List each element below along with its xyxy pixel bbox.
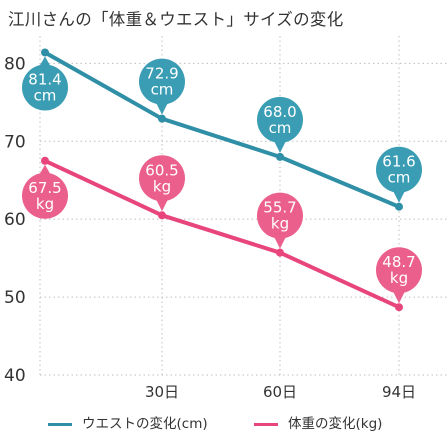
y-tick-label: 80 bbox=[4, 54, 26, 74]
legend-swatch-waist bbox=[48, 422, 72, 426]
data-label-bubble bbox=[139, 155, 185, 202]
data-label: 61.6 cm bbox=[382, 153, 415, 187]
data-point bbox=[41, 48, 49, 57]
data-point bbox=[276, 248, 284, 257]
data-label-bubble bbox=[22, 64, 68, 111]
data-label: 68.0 cm bbox=[263, 103, 296, 137]
data-point bbox=[158, 211, 166, 220]
data-label: 60.5 kg bbox=[145, 161, 178, 195]
legend-item-waist: ウエストの変化(cm) bbox=[48, 412, 208, 436]
data-point bbox=[158, 114, 166, 123]
data-point bbox=[276, 152, 284, 161]
series-line bbox=[44, 158, 400, 310]
y-tick-label: 40 bbox=[4, 366, 26, 386]
grid-layer bbox=[39, 36, 448, 376]
data-label-bubble bbox=[257, 192, 303, 239]
x-tick-label: 60日 bbox=[263, 383, 297, 401]
legend-item-weight: 体重の変化(kg) bbox=[254, 412, 382, 436]
x-tick-label: 30日 bbox=[145, 383, 179, 401]
data-label: 81.4 cm bbox=[28, 70, 61, 104]
series-layer: 81.4 cm 72.9 cm 68.0 cm 61.6 cm 67.5 kg 60.5 kg 55.7… bbox=[22, 48, 422, 312]
legend-label-waist: ウエストの変化(cm) bbox=[82, 416, 208, 432]
legend-swatch-weight bbox=[254, 422, 278, 426]
data-label: 48.7 kg bbox=[382, 253, 415, 287]
data-label: 72.9 cm bbox=[145, 65, 178, 99]
data-label-bubble bbox=[139, 58, 185, 105]
x-tick-label: 94日 bbox=[382, 383, 416, 401]
chart-title: 江川さんの「体重＆ウエスト」サイズの変化 bbox=[8, 10, 344, 29]
y-tick-label: 60 bbox=[4, 210, 26, 230]
data-label: 67.5 kg bbox=[28, 179, 61, 213]
data-label-bubble bbox=[257, 96, 303, 143]
data-label: 55.7 kg bbox=[263, 199, 296, 233]
chart-legend: ウエストの変化(cm) 体重の変化(kg) bbox=[0, 412, 448, 436]
tick-layer: 40 50 60 70 80 30日 60日 94日 bbox=[4, 54, 416, 401]
legend-label-weight: 体重の変化(kg) bbox=[288, 416, 383, 432]
chart-plot-area: 81.4 cm 72.9 cm 68.0 cm 61.6 cm 67.5 kg 60.5 kg 55.7… bbox=[4, 36, 448, 401]
data-point bbox=[395, 202, 403, 211]
data-point bbox=[41, 156, 49, 165]
data-label-bubble bbox=[376, 146, 422, 193]
data-label-bubble bbox=[376, 247, 422, 294]
data-label-bubble bbox=[22, 172, 68, 219]
series-line bbox=[44, 50, 400, 209]
y-tick-label: 50 bbox=[4, 288, 26, 308]
data-point bbox=[395, 303, 403, 312]
y-tick-label: 70 bbox=[4, 132, 26, 152]
